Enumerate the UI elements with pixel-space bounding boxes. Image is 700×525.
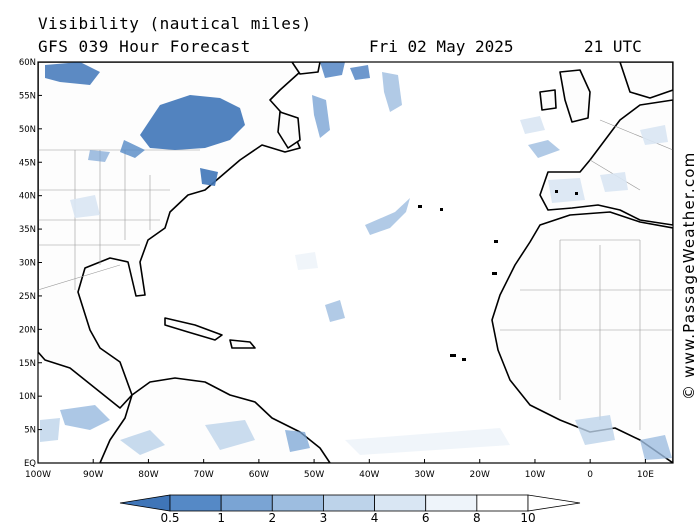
lat-label: 35N xyxy=(19,225,36,235)
forecast-time: 21 UTC xyxy=(584,37,642,56)
lat-label: 20N xyxy=(19,325,36,335)
visibility-colorbar: 0.5 1 2 3 4 6 8 10 xyxy=(119,494,581,525)
colorbar-cell xyxy=(271,494,324,512)
lon-label: 0 xyxy=(587,470,593,480)
lat-label: 5N xyxy=(24,426,36,436)
islands xyxy=(418,190,578,361)
colorbar-label: 6 xyxy=(422,511,430,525)
colorbar-label: 8 xyxy=(473,511,481,525)
lat-label: EQ xyxy=(24,459,36,469)
lat-label: 60N xyxy=(19,58,36,68)
lon-label: 10E xyxy=(637,470,654,480)
longitude-labels: 100W 90W 80W 70W 60W 50W 40W 30W 20W 10W 0 10E xyxy=(25,470,654,480)
colorbar-cell xyxy=(323,494,375,512)
lon-label: 100W xyxy=(25,470,51,480)
lon-label: 20W xyxy=(470,470,490,480)
colorbar-label: 3 xyxy=(320,511,328,525)
lon-label: 10W xyxy=(525,470,545,480)
lon-label: 70W xyxy=(193,470,213,480)
lon-label: 60W xyxy=(249,470,269,480)
colorbar-min-triangle xyxy=(119,494,171,512)
lon-label: 80W xyxy=(138,470,158,480)
lat-label: 25N xyxy=(19,292,36,302)
colorbar-cell xyxy=(425,494,478,512)
political-borders xyxy=(38,119,673,430)
lon-label: 90W xyxy=(83,470,103,480)
colorbar-label: 2 xyxy=(268,511,276,525)
lat-label: 30N xyxy=(19,259,36,269)
watermark-text: © www.PassageWeather.com xyxy=(680,151,698,400)
colorbar-cell xyxy=(374,494,427,512)
tick-marks xyxy=(37,61,646,464)
lat-label: 55N xyxy=(19,91,36,101)
lon-label: 40W xyxy=(359,470,379,480)
lat-label: 45N xyxy=(19,158,36,168)
colorbar-label: 4 xyxy=(371,511,379,525)
forecast-label: GFS 039 Hour Forecast xyxy=(38,37,251,56)
low-visibility-areas xyxy=(40,62,672,460)
latitude-labels: 60N 55N 50N 45N 40N 35N 30N 25N 20N 15N 10N 5N EQ xyxy=(19,58,36,469)
lon-label: 30W xyxy=(414,470,434,480)
colorbar-max-triangle xyxy=(527,494,581,512)
colorbar-cell xyxy=(169,494,222,512)
colorbar-label: 0.5 xyxy=(160,511,179,525)
colorbar-label: 1 xyxy=(217,511,225,525)
lon-label: 50W xyxy=(304,470,324,480)
colorbar-label: 10 xyxy=(520,511,535,525)
lat-label: 40N xyxy=(19,192,36,202)
forecast-date: Fri 02 May 2025 xyxy=(369,37,514,56)
colorbar-cell xyxy=(220,494,273,512)
colorbar-cell xyxy=(476,494,529,512)
lat-label: 50N xyxy=(19,125,36,135)
map-title: Visibility (nautical miles) xyxy=(38,14,312,33)
lat-label: 10N xyxy=(19,392,36,402)
lat-label: 15N xyxy=(19,359,36,369)
